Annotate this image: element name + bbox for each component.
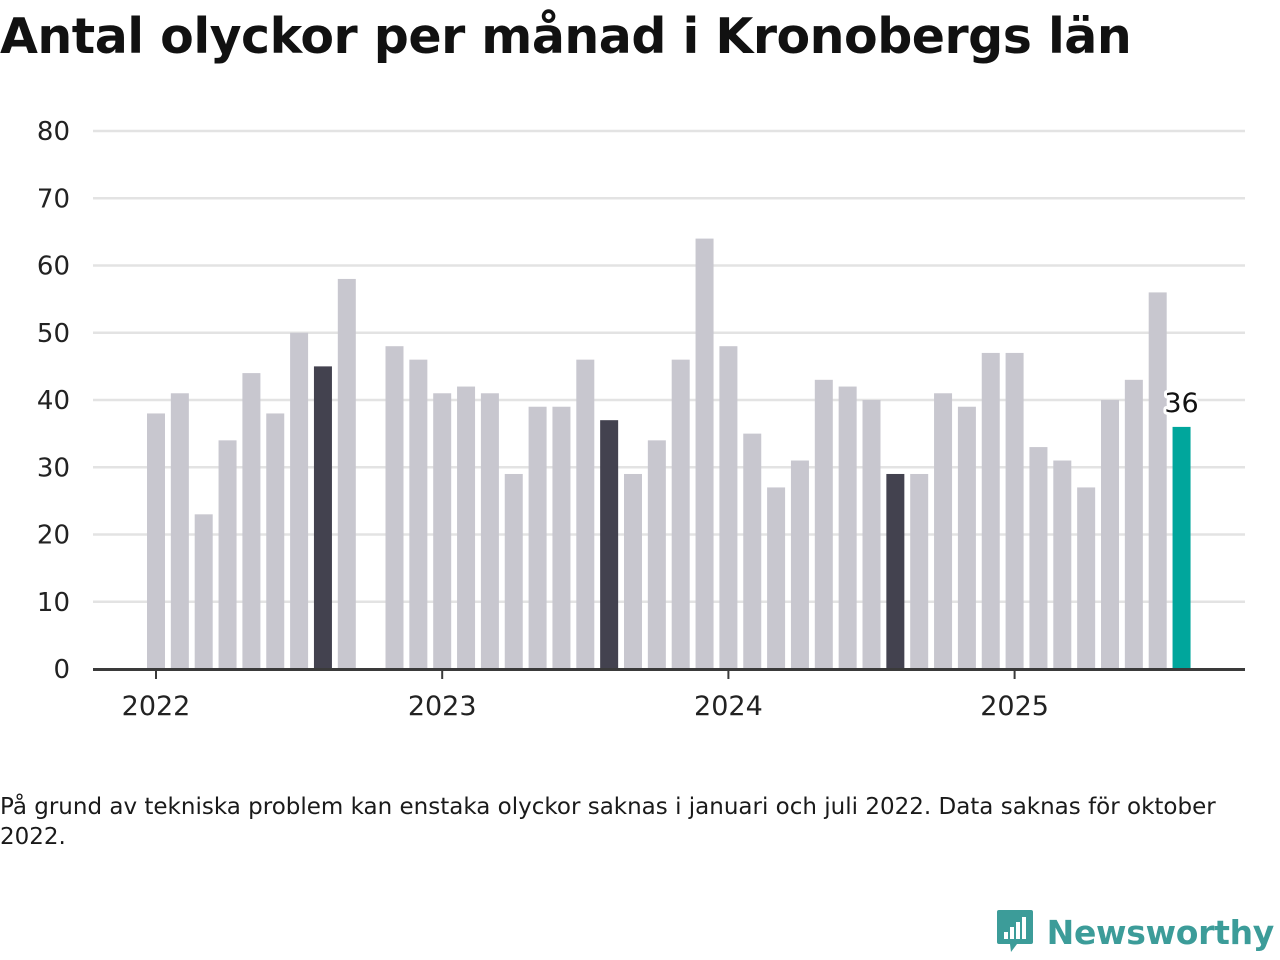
bar-2022-11 xyxy=(385,346,404,669)
x-tick-label: 2022 xyxy=(122,691,191,722)
bar-2025-08 xyxy=(1172,426,1191,669)
data-labels: 36 xyxy=(1161,385,1201,422)
bar-2024-06 xyxy=(838,386,857,669)
brand-name: Newsworthy xyxy=(1046,912,1275,952)
bar-2022-01 xyxy=(147,413,165,669)
bar-2024-07 xyxy=(862,400,881,669)
bar-2023-04 xyxy=(504,473,523,669)
bar-2025-05 xyxy=(1101,400,1119,669)
bar-2025-02 xyxy=(1029,447,1048,669)
x-tick-label: 2025 xyxy=(980,691,1049,722)
bar-2022-02 xyxy=(170,393,189,669)
bar-2025-01 xyxy=(1005,352,1024,669)
bar-2023-07 xyxy=(576,359,595,669)
bar-2022-03 xyxy=(194,514,213,669)
y-tick-label: 50 xyxy=(37,319,70,349)
bar-2024-10 xyxy=(934,393,953,669)
bar-2024-02 xyxy=(743,433,762,669)
y-tick-label: 80 xyxy=(37,117,70,147)
bar-2022-09 xyxy=(337,278,356,669)
y-tick-label: 20 xyxy=(37,521,70,551)
y-tick-label: 0 xyxy=(53,655,70,685)
y-tick-label: 60 xyxy=(37,252,70,282)
bar-2024-05 xyxy=(814,379,833,669)
y-tick-label: 70 xyxy=(37,184,70,214)
bar-2023-10 xyxy=(647,440,666,669)
gridlines xyxy=(93,129,1245,603)
bars xyxy=(147,238,1191,669)
bar-2022-04 xyxy=(218,440,237,669)
bar-2023-05 xyxy=(528,406,547,669)
x-tick-label: 2024 xyxy=(694,691,763,722)
bar-2023-08 xyxy=(600,420,619,669)
bar-2025-04 xyxy=(1077,487,1096,669)
bar-2024-04 xyxy=(790,460,809,669)
x-tick-label: 2023 xyxy=(408,691,477,722)
bar-2025-06 xyxy=(1124,379,1143,669)
bar-2022-12 xyxy=(409,359,428,669)
bar-2025-07 xyxy=(1148,292,1167,669)
bar-2024-08 xyxy=(886,473,905,669)
y-axis-ticks: 0 10 20 30 40 50 60 70 80 xyxy=(37,117,70,685)
y-tick-label: 10 xyxy=(37,588,70,618)
bar-2024-03 xyxy=(767,487,786,669)
chart-title: Antal olyckor per månad i Kronobergs län xyxy=(0,8,1132,65)
bar-2023-12 xyxy=(695,238,714,669)
bar-2022-07 xyxy=(290,332,309,669)
y-tick-label: 40 xyxy=(37,386,70,416)
bar-2024-01 xyxy=(719,346,738,669)
bar-2024-09 xyxy=(910,473,929,669)
bar-2023-11 xyxy=(671,359,690,669)
latest-value-label: 36 xyxy=(1164,388,1198,419)
newsworthy-logo: Newsworthy xyxy=(995,908,1274,956)
x-axis-ticks: 2022 2023 2024 2025 xyxy=(122,669,1049,722)
bar-chart: 0 10 20 30 40 50 60 70 80 2022 2023 2024 2025 36 xyxy=(37,117,1245,722)
bar-2024-12 xyxy=(981,352,1000,669)
bar-2022-05 xyxy=(242,373,261,669)
bar-2023-03 xyxy=(480,393,499,669)
bar-2022-08 xyxy=(313,366,332,669)
footnote: På grund av tekniska problem kan enstaka… xyxy=(0,794,1216,850)
bar-2023-06 xyxy=(552,406,571,669)
bar-2024-11 xyxy=(957,406,976,669)
bar-chart-speech-bubble-icon xyxy=(996,910,1033,952)
y-tick-label: 30 xyxy=(37,453,70,483)
bar-2023-01 xyxy=(433,393,452,669)
bar-2025-03 xyxy=(1053,460,1072,669)
bar-2023-02 xyxy=(457,386,476,669)
bar-2023-09 xyxy=(624,473,642,669)
bar-2022-06 xyxy=(266,413,285,669)
